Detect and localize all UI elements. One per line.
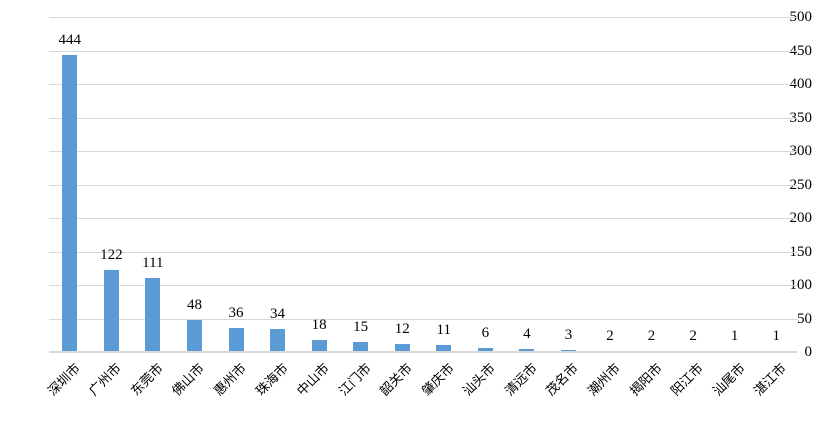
bar-value-label: 36 [228,304,244,321]
bar-value-label: 1 [730,327,739,344]
bar [436,344,452,352]
gridline [49,318,797,320]
bar-value-label: 2 [606,327,614,344]
bar-value-label: 48 [186,296,202,313]
bar [62,54,78,352]
gridline [49,151,797,152]
bar [103,270,119,352]
y-axis-tick-label: 500 [789,9,813,25]
bar-value-label: 1 [772,327,780,344]
plot-area: 444 122 111 48 36 34 18 15 12 11 6 4 3 2 2 2 1 1 [49,17,797,353]
bar-value-label: 18 [311,316,327,333]
y-axis-tick-label: 350 [789,109,813,126]
bar-value-label: 11 [436,321,451,338]
y-axis-tick-label: 250 [789,176,813,193]
bar [311,339,327,352]
bar-value-label: 122 [100,247,123,264]
y-axis-tick-label: 0 [804,344,813,360]
gridline [49,285,797,286]
gridline [49,251,797,253]
bar-value-label: 12 [394,320,410,337]
bar [394,343,410,352]
y-axis-tick-label: 450 [789,42,813,59]
bar-value-label: 4 [523,326,531,343]
gridline [49,184,797,186]
bar [477,347,493,352]
bar-value-label: 6 [481,324,490,341]
bar-value-label: 3 [564,327,573,343]
gridline [49,50,797,52]
y-axis-tick-label: 150 [789,243,813,260]
bar-value-label: 2 [689,327,697,344]
bar [228,327,244,352]
gridline [49,84,797,85]
bar [186,319,202,352]
gridline [49,117,797,119]
bar-value-label: 2 [647,327,656,344]
x-axis-line [49,351,797,353]
gridline [49,17,797,18]
bar-value-label: 34 [270,306,286,323]
y-axis-tick-label: 400 [789,76,813,92]
y-axis-tick-label: 50 [797,310,812,327]
bar-value-label: 444 [58,31,82,48]
bar [145,277,161,352]
y-axis-tick-label: 100 [789,277,813,293]
y-axis-tick-label: 200 [789,210,813,226]
bar-value-label: 15 [353,318,369,335]
bar-value-label: 111 [142,254,164,271]
bar [519,349,535,352]
bar [270,329,286,352]
y-axis-tick-label: 300 [789,143,813,159]
bar [353,341,369,352]
gridline [49,218,797,219]
